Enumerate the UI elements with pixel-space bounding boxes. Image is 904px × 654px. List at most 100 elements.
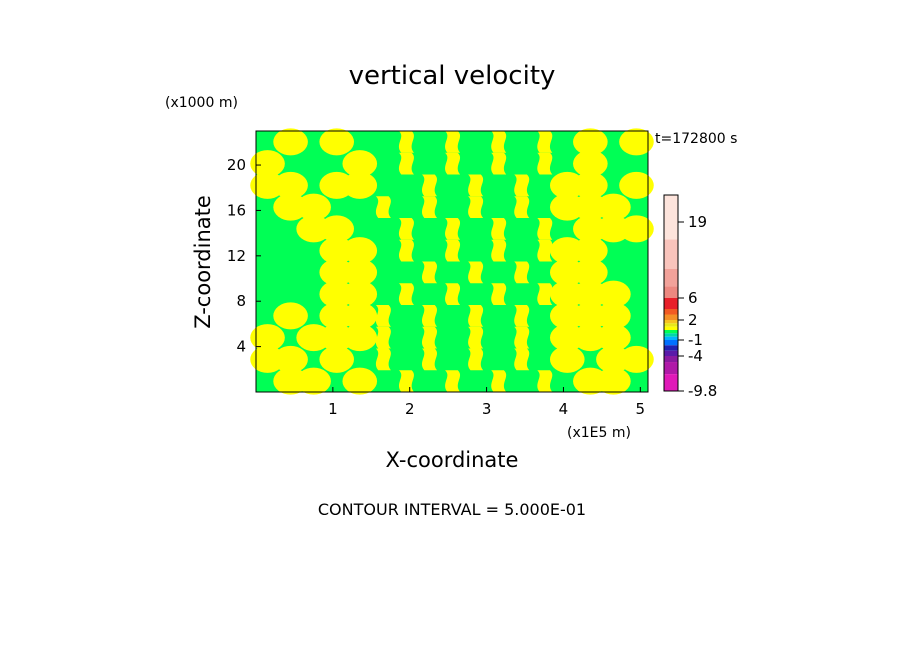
field-cell — [514, 305, 530, 327]
field-cell — [342, 237, 378, 265]
field-cell — [468, 326, 484, 349]
colorbar-tick-label: 2 — [688, 311, 698, 329]
field-cell — [319, 215, 354, 243]
field-cell — [273, 302, 308, 330]
field-cell — [573, 128, 608, 156]
field-cell — [573, 258, 608, 286]
field-cell — [514, 261, 530, 284]
field-cell — [445, 370, 461, 392]
colorbar-swatch — [664, 298, 678, 309]
field-cell — [514, 348, 530, 371]
field-cell — [619, 345, 654, 373]
field-cell — [537, 131, 553, 153]
colorbar-swatch — [664, 350, 678, 356]
field-cell — [422, 348, 438, 371]
colorbar-swatch — [664, 330, 678, 334]
field-cell — [445, 239, 461, 262]
field-cell — [398, 370, 414, 392]
field-cell — [468, 174, 484, 197]
y-tick-label: 20 — [227, 156, 246, 174]
field-cell — [250, 324, 285, 352]
field-cell — [375, 196, 391, 218]
colorbar-swatch — [664, 323, 678, 327]
field-cell — [619, 171, 654, 199]
colorbar-tick-label: 6 — [688, 289, 698, 307]
field-cell — [468, 348, 484, 371]
time-label: t=172800 s — [655, 131, 737, 147]
colorbar-tick-label: -9.8 — [688, 382, 717, 400]
colorbar-tick-label: 19 — [688, 213, 707, 231]
field-cell — [342, 150, 378, 178]
field-cell — [596, 324, 631, 352]
colorbar-swatch — [664, 356, 678, 363]
colorbar-swatch — [664, 286, 678, 298]
field-cell — [273, 128, 308, 156]
field-cell — [514, 174, 530, 197]
velocity-field — [250, 128, 654, 395]
field-cell — [375, 348, 391, 371]
field-cell — [445, 283, 461, 305]
field-cell — [445, 152, 461, 175]
field-cell — [342, 280, 378, 308]
field-cell — [273, 345, 308, 373]
colorbar-tick-label: -4 — [688, 347, 703, 365]
x-tick-label: 1 — [328, 400, 338, 418]
field-cell — [342, 171, 378, 199]
field-cell — [491, 370, 507, 392]
field-cell — [398, 131, 414, 153]
field-cell — [375, 305, 391, 327]
field-cell — [422, 174, 438, 197]
field-cell — [573, 150, 608, 178]
field-cell — [422, 326, 438, 349]
colorbar-swatch — [664, 336, 678, 340]
colorbar-swatch — [664, 374, 678, 391]
field-cell — [398, 152, 414, 175]
field-cell — [296, 367, 331, 395]
field-cell — [537, 152, 553, 175]
field-cell — [468, 196, 484, 218]
field-cell — [342, 258, 378, 286]
field-cell — [491, 239, 507, 262]
field-cell — [573, 237, 608, 265]
field-cell — [342, 324, 378, 352]
field-cell — [375, 326, 391, 349]
chart-title: vertical velocity — [349, 61, 556, 91]
field-cell — [619, 128, 654, 156]
field-cell — [514, 326, 530, 349]
x-tick-label: 3 — [482, 400, 492, 418]
colorbar-tick-label: -1 — [688, 331, 703, 349]
field-cell — [619, 215, 654, 243]
field-cell — [596, 302, 631, 330]
field-cell — [319, 128, 354, 156]
x-unit-label: (x1E5 m) — [567, 425, 631, 441]
colorbar-swatch — [664, 195, 678, 240]
field-cell — [296, 193, 331, 221]
field-cell — [422, 196, 438, 218]
field-cell — [422, 305, 438, 327]
field-cell — [398, 239, 414, 262]
plot-frame — [255, 130, 649, 393]
x-axis: 1 2 3 4 5 — [328, 387, 645, 418]
field-cell — [398, 283, 414, 305]
x-axis-title: X-coordinate — [386, 448, 519, 472]
field-cell — [342, 302, 378, 330]
field-cell — [273, 171, 308, 199]
field-cell — [537, 283, 553, 305]
field-cell — [596, 280, 631, 308]
colorbar: 19 6 2 -1-4 -9.8 — [663, 194, 717, 400]
colorbar-swatch — [664, 268, 678, 287]
field-cell — [491, 131, 507, 153]
y-unit-label: (x1000 m) — [165, 95, 238, 111]
colorbar-swatch — [664, 340, 678, 346]
colorbar-swatch — [664, 320, 678, 324]
field-cell — [445, 131, 461, 153]
field-cell — [596, 193, 631, 221]
y-tick-label: 12 — [227, 247, 246, 265]
y-tick-label: 4 — [236, 338, 246, 356]
x-tick-label: 4 — [559, 400, 569, 418]
field-cell — [398, 218, 414, 240]
field-cell — [491, 283, 507, 305]
x-tick-label: 5 — [636, 400, 646, 418]
field-cell — [491, 152, 507, 175]
